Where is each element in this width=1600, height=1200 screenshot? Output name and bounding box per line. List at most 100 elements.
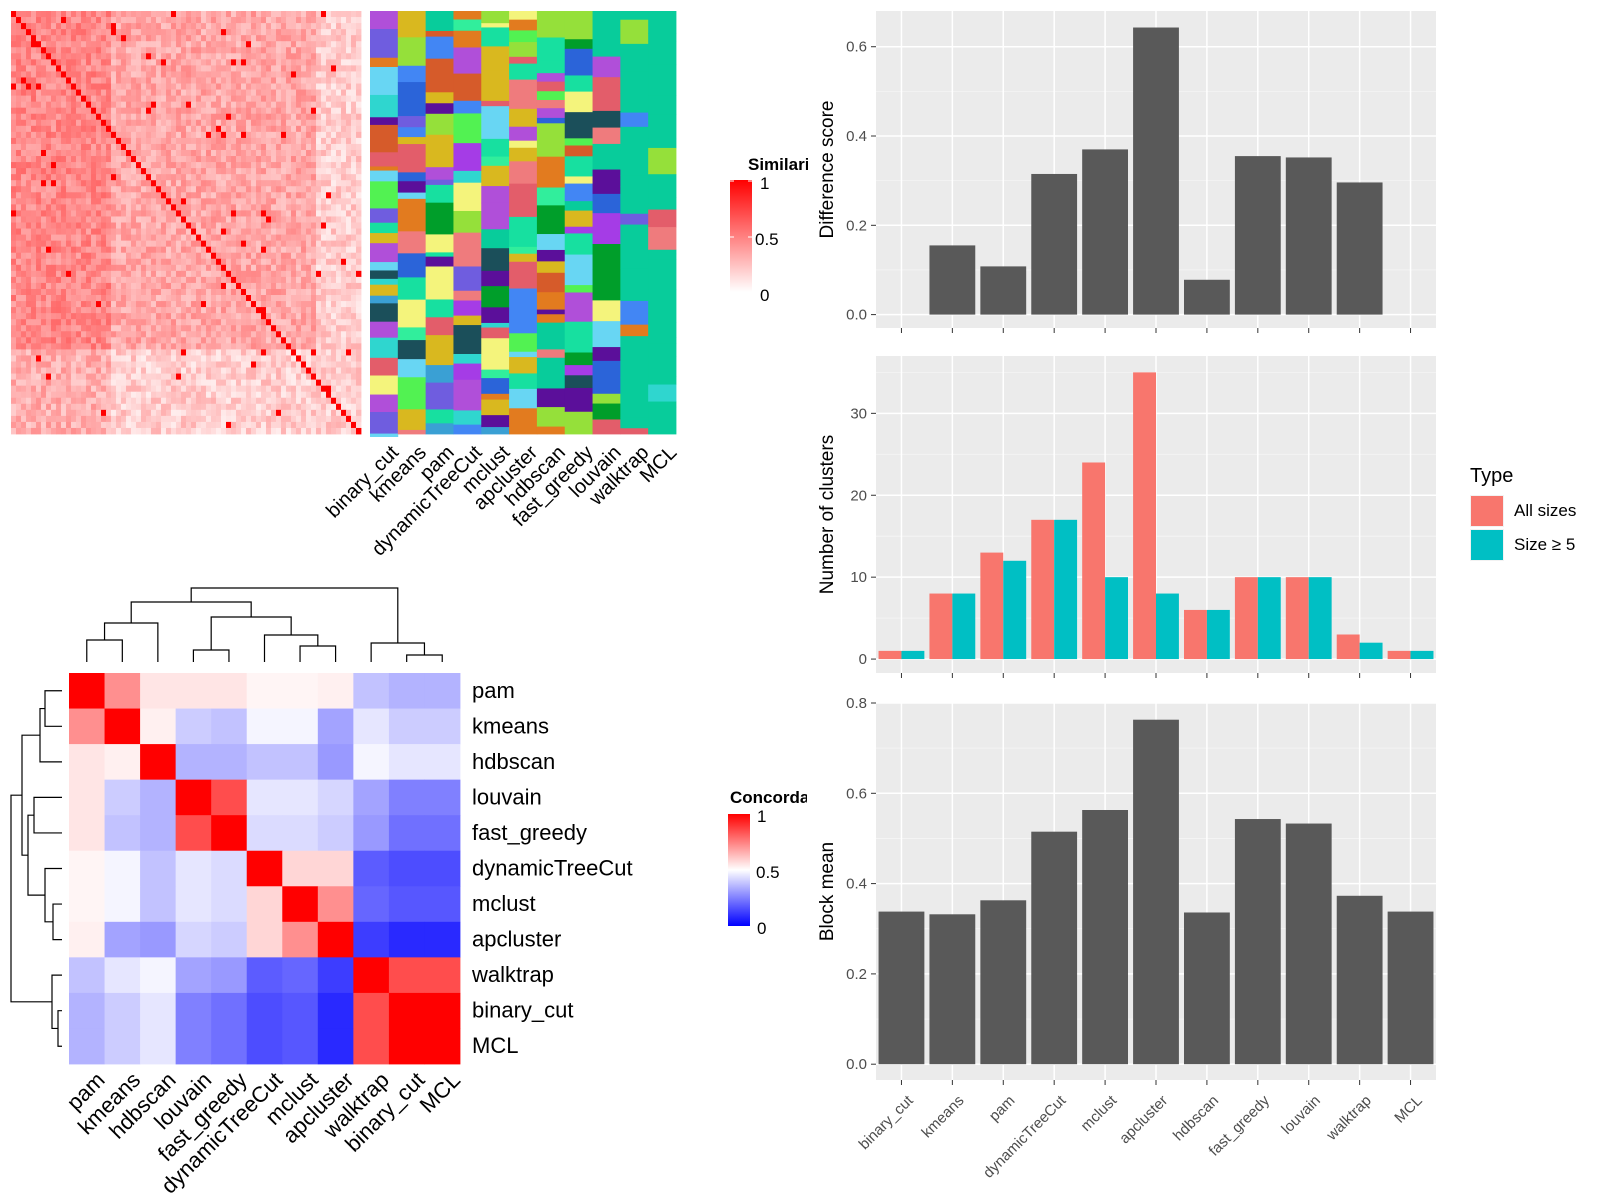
similarity-cell — [41, 361, 47, 368]
similarity-cell — [91, 421, 97, 429]
similarity-cell — [96, 17, 102, 24]
similarity-cell — [71, 373, 77, 381]
similarity-cell — [66, 252, 72, 260]
similarity-cell — [201, 295, 207, 302]
similarity-cell — [206, 210, 212, 217]
similarity-cell — [16, 343, 22, 350]
similarity-cell — [121, 180, 127, 187]
similarity-cell — [41, 355, 47, 362]
similarity-cell — [256, 307, 262, 314]
similarity-cell — [326, 295, 332, 302]
similarity-cell — [241, 47, 247, 54]
similarity-cell — [326, 301, 332, 308]
similarity-cell — [301, 204, 307, 211]
similarity-cell — [241, 252, 247, 260]
similarity-cell — [136, 234, 142, 242]
similarity-cell — [271, 59, 277, 66]
similarity-cell — [331, 367, 337, 374]
similarity-cell — [211, 17, 217, 24]
similarity-cell — [261, 355, 267, 362]
similarity-cell — [186, 59, 192, 66]
similarity-cell — [306, 331, 312, 338]
similarity-cell — [336, 168, 342, 175]
similarity-cell — [41, 409, 47, 417]
similarity-cell — [351, 325, 357, 332]
similarity-cell — [116, 204, 122, 211]
similarity-cell — [11, 17, 17, 24]
similarity-cell — [256, 222, 262, 229]
similarity-cell — [211, 53, 217, 60]
similarity-cell — [91, 204, 97, 211]
similarity-cell — [201, 391, 207, 399]
similarity-cell — [26, 325, 32, 332]
similarity-cell — [206, 427, 212, 435]
similarity-cell — [271, 137, 277, 145]
similarity-cell — [286, 137, 292, 145]
similarity-cell — [16, 186, 22, 193]
similarity-cell — [71, 35, 77, 42]
similarity-cell — [241, 29, 247, 36]
similarity-cell — [56, 409, 62, 417]
similarity-cell — [181, 355, 187, 362]
similarity-cell — [136, 228, 142, 235]
similarity-cell — [61, 385, 67, 393]
similarity-cell — [16, 210, 22, 217]
similarity-cell — [331, 252, 337, 260]
similarity-cell — [331, 65, 337, 72]
similarity-cell — [186, 403, 192, 411]
similarity-cell — [311, 240, 317, 248]
similarity-cell — [116, 270, 122, 278]
similarity-cell — [221, 282, 227, 290]
similarity-cell — [81, 415, 87, 423]
similarity-cell — [236, 107, 242, 115]
similarity-cell — [241, 307, 247, 314]
similarity-cell — [236, 71, 242, 78]
cluster-block — [370, 67, 399, 96]
similarity-cell — [311, 192, 317, 199]
similarity-cell — [261, 156, 267, 163]
similarity-cell — [56, 47, 62, 54]
similarity-cell — [36, 156, 42, 163]
similarity-cell — [281, 246, 287, 254]
similarity-cell — [156, 276, 162, 284]
similarity-cell — [46, 198, 52, 205]
similarity-cell — [181, 95, 187, 103]
similarity-cell — [136, 246, 142, 254]
similarity-cell — [136, 65, 142, 72]
similarity-cell — [101, 59, 107, 66]
similarity-cell — [116, 403, 122, 411]
similarity-cell — [26, 307, 32, 314]
similarity-cell — [341, 355, 347, 362]
similarity-cell — [221, 168, 227, 175]
similarity-cell — [251, 59, 257, 66]
similarity-cell — [156, 47, 162, 54]
similarity-cell — [356, 186, 362, 193]
similarity-cell — [96, 367, 102, 374]
similarity-cell — [166, 307, 172, 314]
similarity-cell — [116, 143, 122, 151]
similarity-cell — [196, 355, 202, 362]
similarity-cell — [51, 113, 57, 121]
similarity-cell — [21, 295, 27, 302]
similarity-cell — [346, 319, 352, 326]
similarity-cell — [246, 246, 252, 254]
similarity-cell — [271, 131, 277, 139]
similarity-cell — [146, 17, 152, 24]
cluster-block — [397, 181, 427, 193]
similarity-cell — [56, 270, 62, 278]
similarity-cell — [171, 65, 177, 72]
similarity-cell — [191, 343, 197, 350]
similarity-cell — [321, 143, 327, 151]
similarity-cell — [16, 258, 22, 266]
similarity-cell — [36, 89, 42, 96]
cluster-block — [425, 92, 454, 104]
similarity-cell — [156, 77, 162, 84]
similarity-cell — [206, 234, 212, 242]
similarity-cell — [346, 325, 352, 332]
similarity-cell — [121, 95, 127, 103]
similarity-cell — [96, 180, 102, 187]
similarity-cell — [346, 385, 352, 393]
similarity-cell — [21, 252, 27, 260]
similarity-cell — [116, 421, 122, 429]
similarity-cell — [76, 301, 82, 308]
